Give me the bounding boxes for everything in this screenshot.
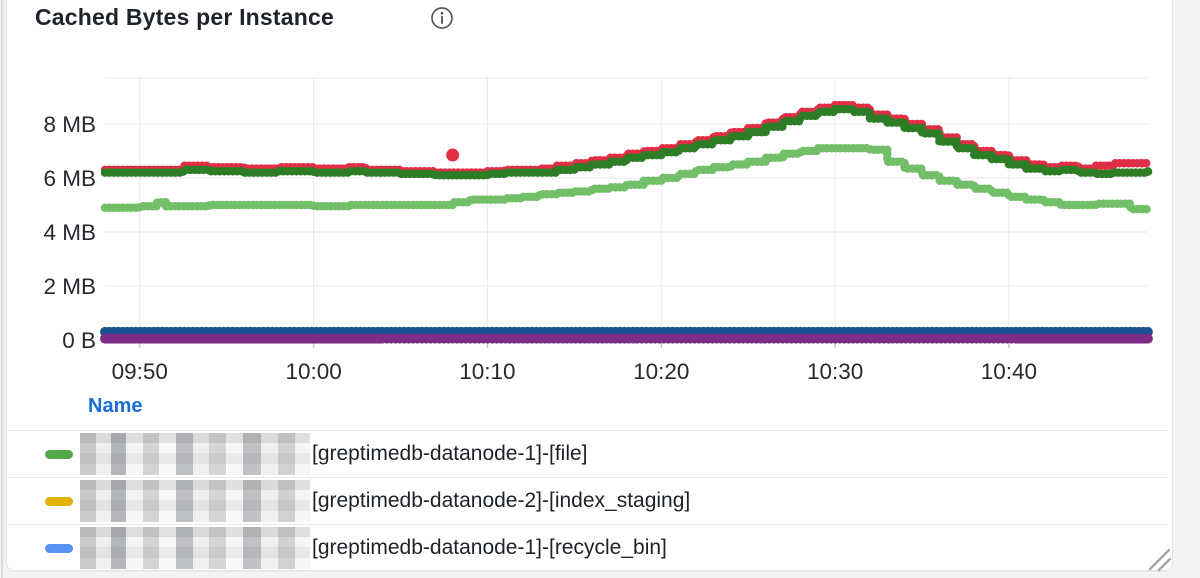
legend-table: [greptimedb-datanode-1]-[file] [greptime… — [8, 430, 1168, 572]
legend-row-file[interactable]: [greptimedb-datanode-1]-[file] — [8, 430, 1168, 477]
svg-text:09:50: 09:50 — [112, 359, 168, 384]
panel-resize-handle-icon[interactable] — [1146, 546, 1174, 574]
legend-series-name: [greptimedb-datanode-1]-[file] — [312, 442, 588, 465]
svg-text:8 MB: 8 MB — [43, 112, 96, 137]
redacted-name-prefix — [80, 433, 310, 475]
svg-text:10:10: 10:10 — [459, 359, 515, 384]
legend-series-name: [greptimedb-datanode-1]-[recycle_bin] — [312, 536, 667, 559]
svg-text:10:00: 10:00 — [285, 359, 341, 384]
svg-text:10:30: 10:30 — [807, 359, 863, 384]
legend-series-name: [greptimedb-datanode-2]-[index_staging] — [312, 489, 691, 512]
series-color-dash — [45, 497, 73, 506]
svg-text:0 B: 0 B — [62, 328, 96, 353]
svg-text:2 MB: 2 MB — [43, 274, 96, 299]
legend-row-index-staging[interactable]: [greptimedb-datanode-2]-[index_staging] — [8, 477, 1168, 524]
svg-text:6 MB: 6 MB — [43, 166, 96, 191]
info-icon[interactable] — [430, 6, 454, 30]
redacted-name-prefix — [80, 480, 310, 522]
series-color-dash — [45, 544, 73, 553]
legend-column-header-name[interactable]: Name — [88, 395, 143, 417]
redacted-name-prefix — [80, 527, 310, 569]
panel-title: Cached Bytes per Instance — [35, 4, 335, 30]
series-color-dash — [45, 450, 73, 459]
svg-text:4 MB: 4 MB — [43, 220, 96, 245]
legend-row-recycle-bin[interactable]: [greptimedb-datanode-1]-[recycle_bin] — [8, 524, 1168, 572]
svg-text:10:40: 10:40 — [981, 359, 1037, 384]
adjacent-panel-edge — [1, 0, 3, 578]
svg-text:10:20: 10:20 — [633, 359, 689, 384]
